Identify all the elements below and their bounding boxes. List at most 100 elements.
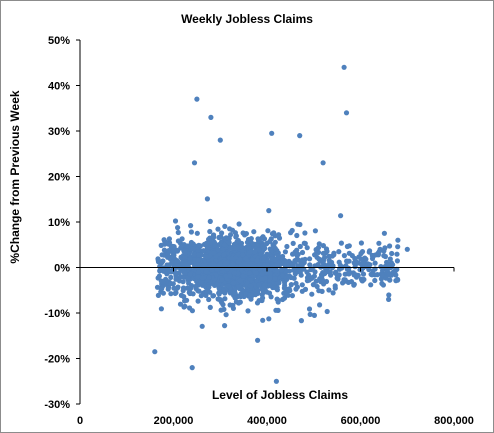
data-point — [320, 250, 326, 256]
data-point — [266, 282, 273, 289]
data-point — [166, 248, 172, 254]
data-point — [280, 260, 286, 266]
data-point — [272, 285, 278, 291]
data-point — [166, 267, 172, 274]
data-point — [376, 240, 382, 246]
data-point — [166, 262, 172, 268]
data-point — [207, 228, 213, 235]
data-point — [259, 276, 265, 282]
data-point — [157, 267, 163, 274]
data-point — [235, 237, 241, 244]
data-point — [263, 241, 269, 247]
data-point — [187, 271, 193, 277]
data-point — [172, 290, 178, 296]
data-point — [307, 262, 313, 268]
data-point — [178, 245, 184, 251]
y-tick: 50% — [48, 35, 80, 47]
data-point — [269, 231, 275, 237]
data-point — [246, 270, 253, 276]
data-point — [253, 270, 259, 276]
data-point — [348, 279, 355, 285]
data-point — [256, 247, 262, 253]
data-point — [186, 289, 192, 296]
data-point — [341, 64, 347, 70]
data-point — [378, 276, 384, 282]
data-point — [368, 271, 374, 277]
data-point — [295, 251, 301, 257]
data-point — [328, 272, 334, 278]
data-point — [291, 275, 297, 281]
data-point — [337, 262, 343, 268]
data-point — [381, 248, 387, 254]
data-point — [178, 274, 184, 280]
data-point — [261, 255, 267, 261]
data-point — [189, 365, 195, 371]
data-point — [299, 282, 305, 288]
data-point — [380, 267, 386, 274]
x-tick-label: 800,000 — [434, 415, 474, 427]
data-point — [344, 243, 350, 250]
data-point — [200, 262, 206, 269]
data-point — [217, 261, 223, 267]
data-point — [382, 253, 388, 260]
data-point — [326, 257, 332, 263]
data-point — [394, 251, 400, 257]
data-point — [372, 260, 378, 266]
data-point — [182, 270, 188, 276]
data-point — [318, 264, 324, 270]
data-point — [175, 229, 181, 236]
data-point — [255, 288, 261, 294]
data-point — [187, 305, 193, 311]
data-point — [245, 236, 252, 243]
data-point — [227, 226, 233, 232]
data-point — [237, 292, 244, 298]
data-point — [221, 242, 227, 248]
data-point — [349, 253, 355, 259]
data-point — [222, 323, 228, 329]
y-tick-label: 30% — [48, 126, 70, 138]
data-point — [381, 230, 387, 236]
data-point — [247, 249, 253, 255]
data-point — [376, 248, 382, 255]
data-point — [290, 240, 296, 246]
data-point — [259, 286, 265, 292]
x-tick: 800,000 — [434, 267, 474, 427]
data-point — [170, 248, 177, 254]
data-point — [161, 237, 167, 243]
data-point — [361, 260, 367, 266]
data-point — [172, 218, 179, 224]
data-point — [279, 267, 285, 273]
data-point — [304, 269, 310, 275]
data-point — [193, 283, 199, 289]
data-point — [215, 280, 222, 287]
data-point — [168, 291, 174, 297]
data-point — [275, 297, 281, 303]
data-point — [258, 250, 264, 257]
data-point — [383, 275, 389, 281]
data-point — [302, 256, 308, 262]
data-point — [160, 290, 166, 296]
data-point — [297, 258, 303, 264]
x-tick: 400,000 — [247, 267, 287, 427]
data-point — [299, 249, 306, 256]
y-axis-ticks: -30% -20% -10% 0% 10% 20% 30% 40% 50% — [44, 35, 80, 411]
data-point — [367, 262, 373, 268]
y-tick-label: 0% — [54, 263, 70, 275]
y-tick-label: 40% — [48, 81, 70, 93]
data-point — [262, 282, 268, 289]
data-point — [206, 274, 212, 280]
data-point — [226, 283, 232, 289]
data-point — [188, 229, 194, 235]
data-point — [324, 308, 330, 315]
data-point — [226, 239, 232, 246]
data-point — [183, 261, 189, 267]
data-point — [166, 240, 173, 246]
data-point — [215, 226, 221, 232]
data-point — [302, 230, 308, 236]
data-point — [190, 246, 196, 252]
data-point — [218, 307, 224, 313]
x-tick: 600,000 — [341, 267, 380, 427]
data-point — [280, 253, 286, 260]
data-point — [194, 230, 200, 236]
